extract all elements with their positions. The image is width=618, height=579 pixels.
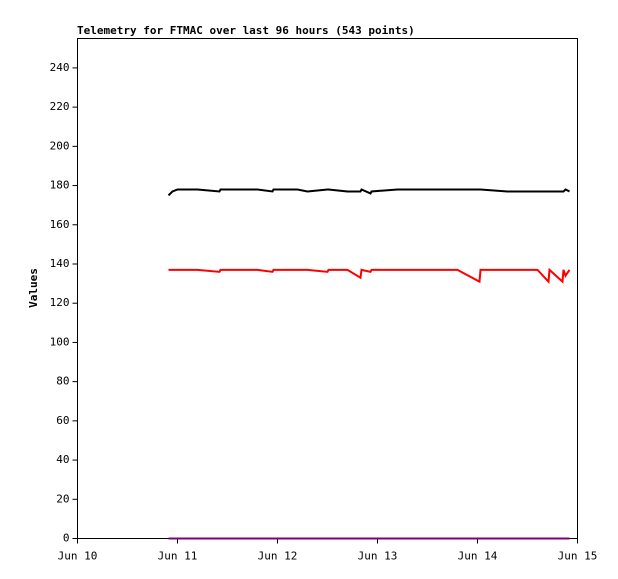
- y-tick-label: 180: [50, 179, 70, 192]
- y-tick-label: 20: [56, 492, 69, 505]
- x-tick-label: Jun 15: [558, 550, 598, 563]
- y-axis-label: Values: [27, 268, 40, 308]
- y-tick-label: 80: [56, 375, 69, 388]
- y-tick-label: 100: [50, 335, 70, 348]
- x-tick-label: Jun 10: [58, 550, 98, 563]
- y-tick-label: 140: [50, 257, 70, 270]
- chart-title: Telemetry for FTMAC over last 96 hours (…: [77, 24, 415, 37]
- series-line: [168, 267, 571, 284]
- y-tick-label: 220: [50, 100, 70, 113]
- y-tick-label: 40: [56, 453, 69, 466]
- y-tick-label: 200: [50, 139, 70, 152]
- x-tick-label: Jun 12: [258, 550, 298, 563]
- y-tick-label: 240: [50, 61, 70, 74]
- y-tick-label: 0: [63, 532, 70, 545]
- y-tick-label: 120: [50, 296, 70, 309]
- x-tick-label: Jun 13: [358, 550, 398, 563]
- x-tick-label: Jun 14: [458, 550, 498, 563]
- series-line: [167, 188, 570, 197]
- y-tick-label: 160: [50, 218, 70, 231]
- plot-frame: [77, 38, 578, 539]
- y-tick-label: 60: [56, 414, 69, 427]
- x-tick-label: Jun 11: [158, 550, 198, 563]
